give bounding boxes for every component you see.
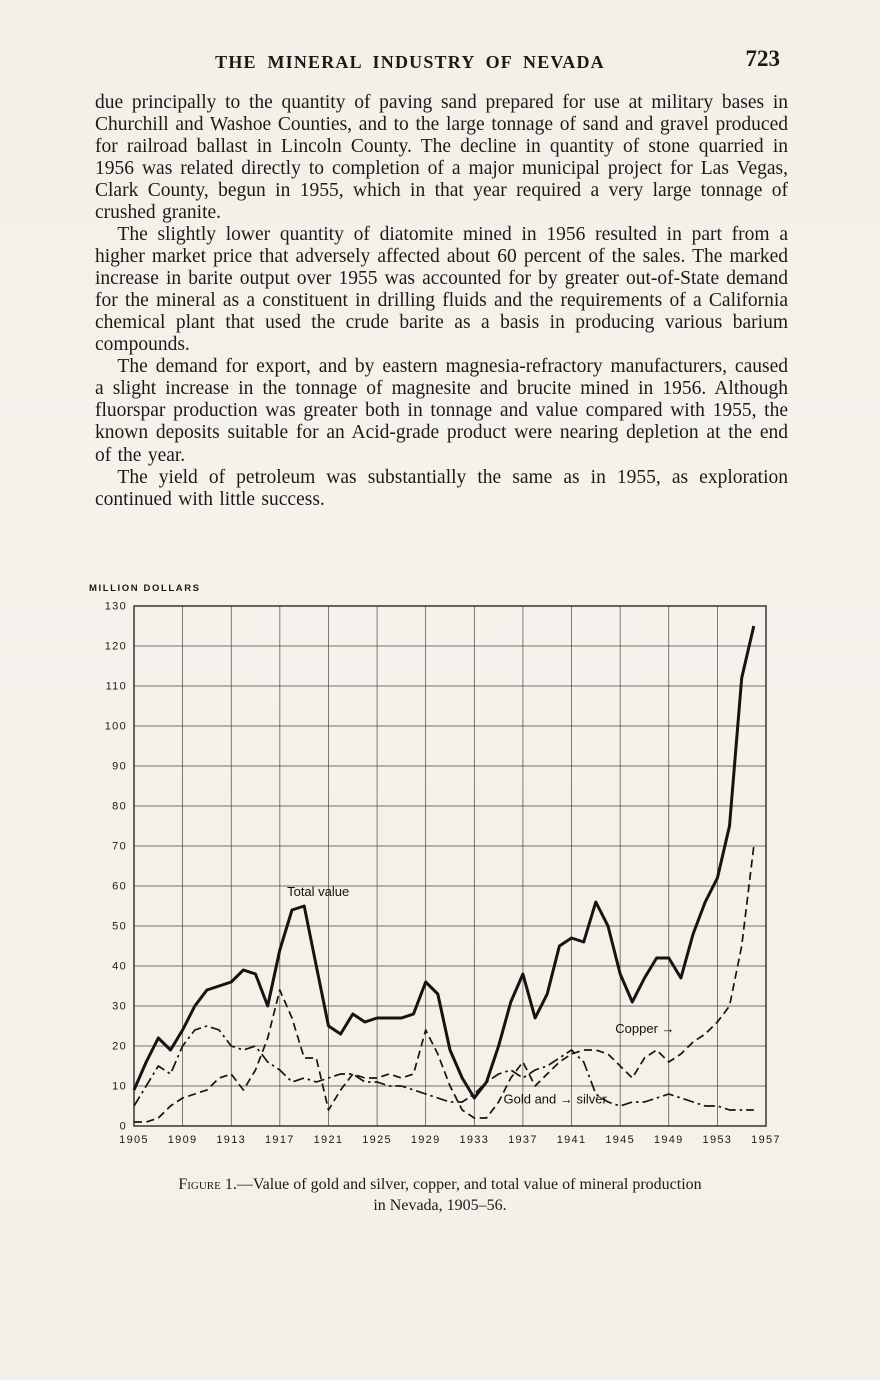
page-number: 723 (745, 46, 781, 71)
svg-text:1945: 1945 (605, 1134, 635, 1146)
figure-1: 0 10 20 30 40 50 60 70 80 90 100 110 120 130 1905 1909 1… (88, 580, 788, 1163)
svg-text:1905: 1905 (119, 1134, 149, 1146)
svg-text:120: 120 (105, 641, 127, 653)
svg-text:60: 60 (112, 881, 127, 893)
figure-1-chart: 0 10 20 30 40 50 60 70 80 90 100 110 120 130 1905 1909 1… (89, 583, 781, 1146)
figure-caption: Figure 1.—Value of gold and silver, copp… (0, 1175, 880, 1217)
svg-text:1933: 1933 (459, 1134, 489, 1146)
svg-text:1949: 1949 (654, 1134, 684, 1146)
svg-text:1917: 1917 (265, 1134, 295, 1146)
svg-text:1941: 1941 (557, 1134, 587, 1146)
svg-text:50: 50 (112, 921, 127, 933)
paragraph-3: The demand for export, and by eastern ma… (95, 356, 788, 466)
caption-figure-label: Figure 1. (178, 1176, 237, 1193)
svg-text:0: 0 (120, 1121, 127, 1133)
svg-text:90: 90 (112, 761, 127, 773)
svg-text:1929: 1929 (411, 1134, 441, 1146)
paragraph-1: due principally to the quantity of pavin… (95, 92, 788, 224)
svg-text:Total value: Total value (287, 884, 349, 899)
svg-text:1925: 1925 (362, 1134, 392, 1146)
svg-text:110: 110 (106, 681, 127, 693)
caption-line-1: Figure 1.—Value of gold and silver, copp… (0, 1175, 880, 1196)
svg-text:Copper →: Copper → (615, 1021, 674, 1036)
svg-text:MILLION DOLLARS: MILLION DOLLARS (89, 583, 201, 594)
svg-text:1921: 1921 (314, 1134, 344, 1146)
caption-line-2: in Nevada, 1905–56. (373, 1196, 507, 1214)
svg-text:1953: 1953 (703, 1134, 733, 1146)
page-header: THE MINERAL INDUSTRY OF NEVADA 723 (0, 46, 880, 80)
running-head: THE MINERAL INDUSTRY OF NEVADA (215, 52, 605, 72)
svg-text:1909: 1909 (168, 1134, 198, 1146)
body-text: due principally to the quantity of pavin… (95, 92, 788, 566)
svg-text:1957: 1957 (751, 1134, 781, 1146)
svg-text:30: 30 (112, 1001, 127, 1013)
caption-text: —Value of gold and silver, copper, and t… (236, 1176, 702, 1193)
svg-text:80: 80 (112, 801, 127, 813)
svg-text:20: 20 (112, 1041, 127, 1053)
svg-text:1937: 1937 (508, 1134, 538, 1146)
svg-text:1913: 1913 (216, 1134, 246, 1146)
svg-text:10: 10 (112, 1081, 127, 1093)
svg-text:40: 40 (112, 961, 127, 973)
svg-text:70: 70 (112, 841, 127, 853)
svg-text:100: 100 (105, 721, 127, 733)
svg-text:130: 130 (105, 601, 127, 613)
paragraph-4: The yield of petroleum was substantially… (95, 466, 788, 510)
svg-text:Gold and → silver: Gold and → silver (504, 1092, 608, 1107)
paragraph-2: The slightly lower quantity of diatomite… (95, 224, 788, 356)
